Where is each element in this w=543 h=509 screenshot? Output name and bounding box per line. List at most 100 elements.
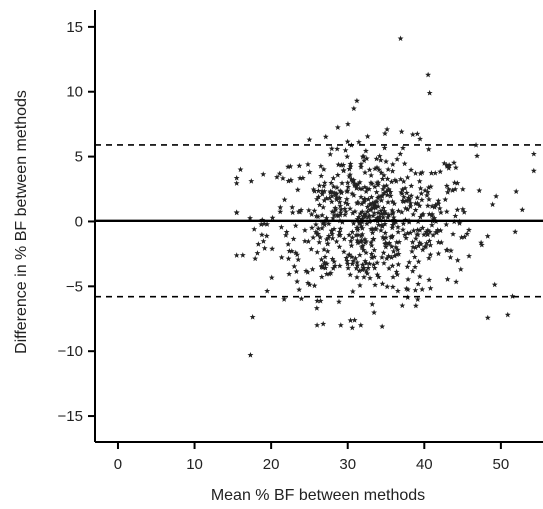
data-point [247,351,254,358]
data-point [310,234,317,241]
data-point [376,153,383,159]
data-point [372,204,379,211]
data-point [384,126,391,132]
data-point [349,288,356,295]
data-point [446,162,453,169]
data-point [383,255,390,262]
data-point [363,188,370,195]
data-point [285,241,292,247]
data-point [368,239,375,246]
data-point [342,211,348,218]
data-point [369,226,376,232]
data-point [362,169,368,176]
data-point [383,234,389,241]
data-point [347,163,354,170]
data-point [362,147,369,154]
data-point [424,192,430,198]
data-point [286,270,293,277]
data-point [347,171,353,178]
data-point [252,255,259,262]
data-point [311,207,318,214]
data-point [366,260,373,267]
data-point [416,273,423,280]
data-point [335,161,342,168]
data-point [255,241,262,247]
data-point [337,187,344,194]
data-point [400,226,406,233]
data-point [332,206,339,213]
data-point [318,263,325,269]
data-point [449,187,456,193]
data-point [389,168,396,174]
data-point [403,197,410,204]
data-point [393,268,400,275]
data-point [343,254,350,261]
data-point [332,204,339,211]
data-point [343,188,350,195]
data-point [373,189,380,195]
data-point [419,246,426,253]
data-point [404,206,411,212]
data-point [417,170,424,177]
data-point [288,248,295,254]
data-point [346,166,353,172]
data-point [285,163,292,170]
data-point [329,255,336,262]
data-point [410,244,416,250]
data-point [365,196,372,202]
data-point [315,193,322,200]
data-point [414,296,421,303]
data-point [361,184,368,190]
data-point [381,260,387,266]
data-point [378,207,384,214]
data-point [371,247,378,253]
data-point [354,237,361,244]
data-point [381,235,388,242]
data-point [419,224,426,231]
data-point [258,231,265,238]
data-point [407,200,414,206]
data-point [418,241,424,247]
y-tick-label: 5 [75,149,83,166]
data-point [352,208,358,215]
data-point [447,254,454,260]
data-point [415,280,422,287]
data-point [322,253,328,260]
data-point [261,220,268,227]
data-point [320,320,327,327]
data-point [365,264,372,271]
data-point [305,238,312,245]
data-point [406,259,413,265]
data-point [277,204,284,210]
data-point [379,323,386,330]
data-point [319,220,326,226]
data-point [323,195,330,201]
data-point [364,208,371,215]
data-point [491,281,498,288]
data-point [342,208,349,215]
data-point [400,144,406,151]
data-point [375,181,381,188]
data-point [314,249,321,255]
data-point [291,263,298,269]
data-point [395,229,402,235]
data-point [350,105,357,112]
data-point [356,267,363,274]
data-point [389,262,396,269]
data-point [389,233,396,239]
data-point [379,175,386,182]
data-point [385,166,392,173]
data-point [437,227,444,234]
data-point [382,229,389,236]
data-point [401,231,408,238]
data-point [464,230,471,237]
data-point [409,268,416,274]
data-point [294,186,301,193]
data-point [331,225,337,232]
data-point [383,158,389,165]
data-point [375,193,382,200]
data-point [319,225,325,231]
data-point [305,161,311,167]
data-point [361,211,368,217]
